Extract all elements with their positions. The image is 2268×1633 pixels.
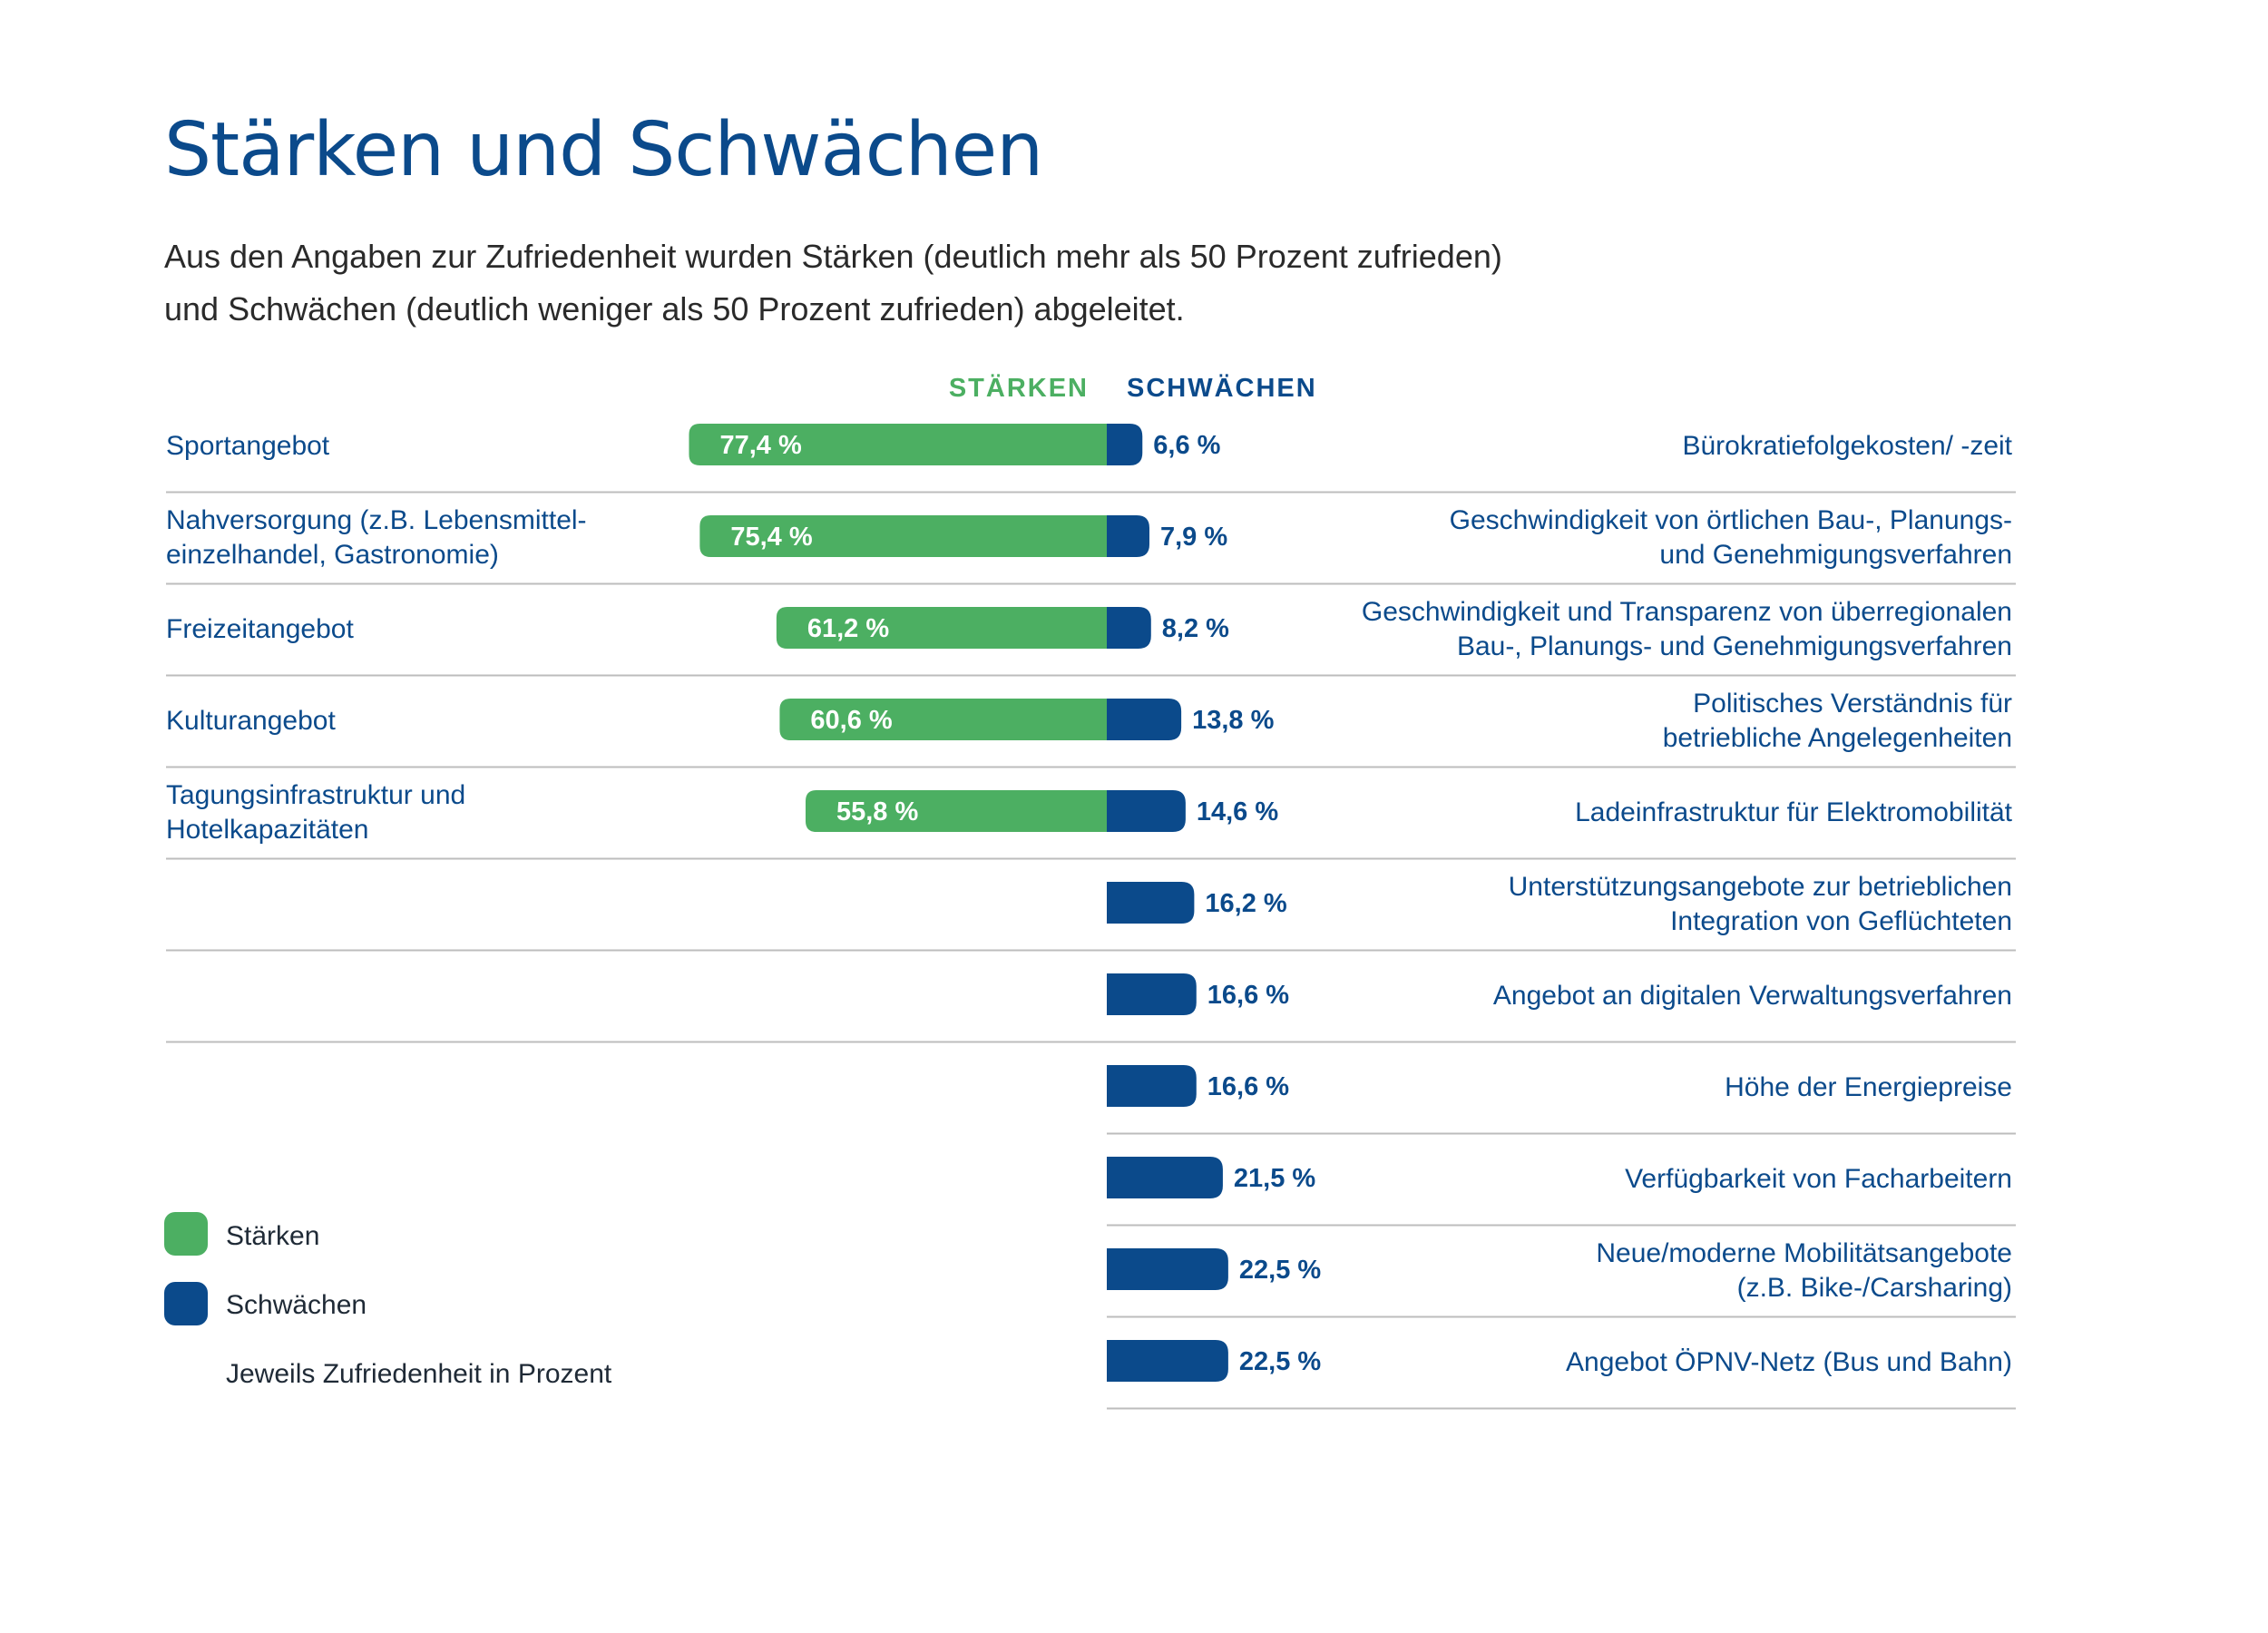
weaknesses-header: SCHWÄCHEN [1127, 373, 1317, 403]
weakness-category-label: Verfügbarkeit von Facharbeitern [1625, 1164, 2012, 1194]
subtitle-line-1: Aus den Angaben zur Zufriedenheit wurden… [164, 238, 1502, 275]
strength-bar [776, 607, 1107, 649]
strength-bar [805, 790, 1107, 832]
strength-category-label-line: Hotelkapazitäten [166, 815, 368, 845]
strength-category-label-line: Sportangebot [166, 431, 330, 461]
strength-bar [689, 424, 1107, 465]
strength-category-label-line: Freizeitangebot [166, 614, 354, 644]
weakness-category-label-line: Politisches Verständnis für [1693, 689, 2012, 719]
weakness-value-label: 16,6 % [1207, 1072, 1289, 1101]
weakness-value-label: 13,8 % [1192, 706, 1274, 735]
strength-value-label: 77,4 % [719, 431, 801, 460]
strength-value-label: 60,6 % [810, 706, 892, 735]
weakness-category-label: Geschwindigkeit von örtlichen Bau-, Plan… [1450, 505, 2012, 570]
weakness-value-label: 16,6 % [1207, 981, 1289, 1010]
weakness-bar [1107, 607, 1151, 649]
weakness-category-label: Neue/moderne Mobilitätsangebote (z.B. Bik… [1596, 1238, 2012, 1303]
weakness-bar [1107, 790, 1186, 832]
legend-strength-label: Stärken [226, 1221, 319, 1251]
strength-bar [779, 699, 1107, 740]
strength-category-label-line: Kulturangebot [166, 706, 336, 736]
weakness-category-label-line: Höhe der Energiepreise [1725, 1072, 2012, 1102]
strength-category-label: Sportangebot [166, 431, 330, 461]
weakness-bar [1107, 1340, 1228, 1382]
weakness-category-label: Geschwindigkeit und Transparenz von über… [1362, 597, 2012, 661]
strength-value-label: 55,8 % [836, 797, 918, 826]
weakness-category-label: Angebot ÖPNV-Netz (Bus und Bahn) [1566, 1347, 2012, 1377]
strength-category-label-line: Nahversorgung (z.B. Lebensmittel- [166, 505, 587, 535]
weakness-value-label: 8,2 % [1162, 614, 1229, 643]
legend-weakness-label: Schwächen [226, 1290, 367, 1320]
weakness-category-label-line: Geschwindigkeit und Transparenz von über… [1362, 597, 2012, 627]
weakness-category-label-line: Geschwindigkeit von örtlichen Bau-, Plan… [1450, 505, 2012, 535]
strength-category-label: Freizeitangebot [166, 614, 354, 644]
strength-category-label-line: einzelhandel, Gastronomie) [166, 540, 499, 570]
weakness-category-label: Unterstützungsangebote zur betrieblichen… [1509, 872, 2012, 936]
page-title: Stärken und Schwächen [164, 107, 1043, 193]
weakness-category-label-line: Ladeinfrastruktur für Elektromobilität [1575, 797, 2013, 827]
legend-strength-swatch [164, 1212, 208, 1256]
weakness-category-label: Politisches Verständnis für betriebliche … [1663, 689, 2012, 753]
weakness-category-label: Angebot an digitalen Verwaltungsverfahre… [1493, 981, 2012, 1011]
weakness-value-label: 16,2 % [1205, 889, 1286, 918]
strength-value-label: 61,2 % [807, 614, 889, 643]
weakness-category-label: Ladeinfrastruktur für Elektromobilität [1575, 797, 2013, 827]
weakness-category-label-line: (z.B. Bike-/Carsharing) [1737, 1273, 2012, 1303]
weakness-category-label: Bürokratiefolgekosten/ -zeit [1682, 431, 2012, 461]
weakness-bar [1107, 699, 1182, 740]
weakness-bar [1107, 1157, 1223, 1198]
weakness-value-label: 21,5 % [1234, 1164, 1315, 1193]
weakness-category-label-line: Integration von Geflüchteten [1670, 906, 2012, 936]
weakness-category-label-line: Neue/moderne Mobilitätsangebote [1596, 1238, 2012, 1268]
weakness-value-label: 14,6 % [1197, 797, 1278, 826]
weakness-category-label-line: Verfügbarkeit von Facharbeitern [1625, 1164, 2012, 1194]
weakness-bar [1107, 515, 1150, 557]
weakness-value-label: 22,5 % [1239, 1256, 1321, 1285]
weakness-value-label: 6,6 % [1153, 431, 1220, 460]
weakness-category-label-line: Angebot an digitalen Verwaltungsverfahre… [1493, 981, 2012, 1011]
weakness-bar [1107, 1065, 1197, 1107]
legend-weakness-swatch [164, 1282, 208, 1325]
subtitle-line-2: und Schwächen (deutlich weniger als 50 P… [164, 290, 1185, 328]
weakness-category-label-line: und Genehmigungsverfahren [1659, 540, 2012, 570]
strengths-header: STÄRKEN [949, 373, 1089, 403]
strength-category-label-line: Tagungsinfrastruktur und [166, 780, 465, 810]
weakness-category-label-line: Bau-, Planungs- und Genehmigungsverfahre… [1457, 631, 2012, 661]
weakness-category-label: Höhe der Energiepreise [1725, 1072, 2012, 1102]
weakness-bar [1107, 1248, 1228, 1290]
weakness-bar [1107, 973, 1197, 1015]
strength-category-label: Nahversorgung (z.B. Lebensmittel-einzelh… [166, 505, 587, 570]
weakness-category-label-line: Bürokratiefolgekosten/ -zeit [1682, 431, 2012, 461]
strength-category-label: Tagungsinfrastruktur und Hotelkapazitäten [166, 780, 465, 845]
weakness-category-label-line: betriebliche Angelegenheiten [1663, 723, 2012, 753]
weakness-bar [1107, 882, 1195, 924]
weakness-value-label: 22,5 % [1239, 1347, 1321, 1376]
weakness-category-label-line: Unterstützungsangebote zur betrieblichen [1509, 872, 2012, 902]
weakness-category-label-line: Angebot ÖPNV-Netz (Bus und Bahn) [1566, 1347, 2012, 1377]
weakness-bar [1107, 424, 1143, 465]
strength-bar [699, 515, 1107, 557]
strength-value-label: 75,4 % [730, 523, 812, 552]
strength-category-label: Kulturangebot [166, 706, 336, 736]
legend-note: Jeweils Zufriedenheit in Prozent [226, 1359, 612, 1389]
weakness-value-label: 7,9 % [1160, 523, 1227, 552]
